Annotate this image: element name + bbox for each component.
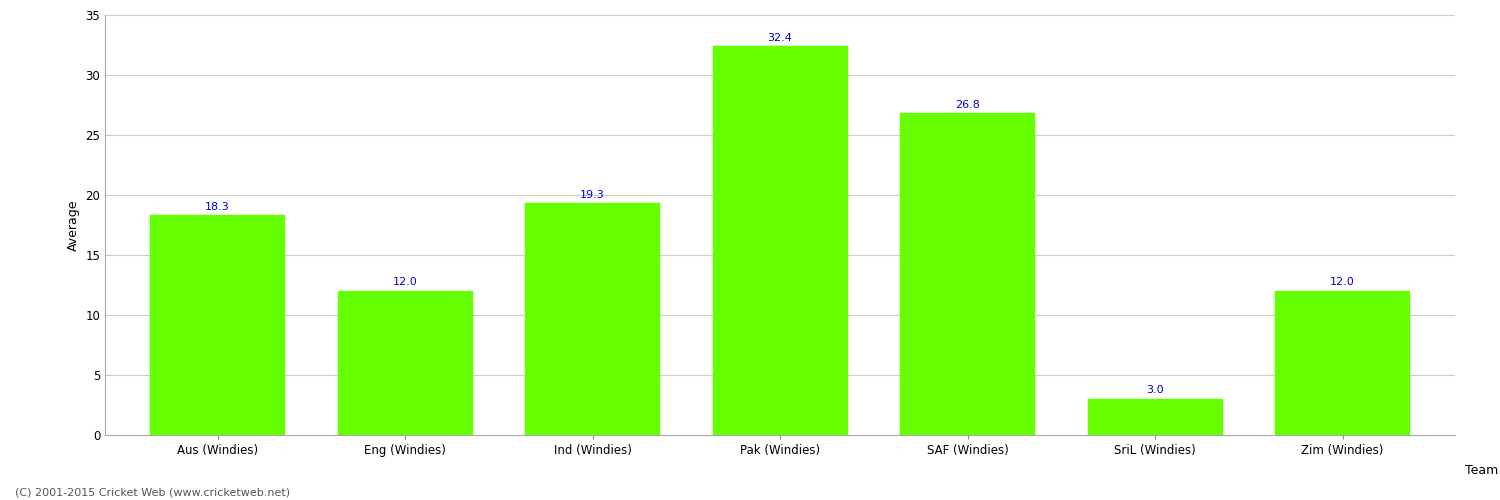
Y-axis label: Average: Average: [66, 199, 80, 251]
Text: 12.0: 12.0: [1330, 278, 1354, 287]
X-axis label: Team: Team: [1466, 464, 1498, 477]
Bar: [900, 114, 1035, 435]
Bar: [1088, 399, 1222, 435]
Text: 32.4: 32.4: [768, 32, 792, 42]
Text: 18.3: 18.3: [206, 202, 230, 212]
Bar: [712, 46, 848, 435]
Bar: [338, 291, 472, 435]
Text: 3.0: 3.0: [1146, 386, 1164, 396]
Bar: [1275, 291, 1410, 435]
Bar: [525, 204, 660, 435]
Text: (C) 2001-2015 Cricket Web (www.cricketweb.net): (C) 2001-2015 Cricket Web (www.cricketwe…: [15, 488, 290, 498]
Text: 19.3: 19.3: [580, 190, 604, 200]
Text: 12.0: 12.0: [393, 278, 417, 287]
Text: 26.8: 26.8: [956, 100, 980, 110]
Bar: [150, 216, 285, 435]
